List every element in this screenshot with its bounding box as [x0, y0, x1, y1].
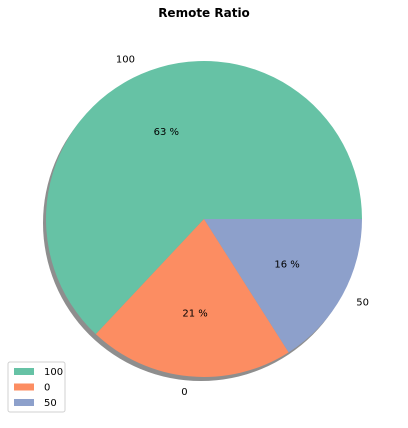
pie-slice-100 [46, 60, 362, 335]
pie-slice-50 [204, 219, 363, 353]
pie-labels: 100 63 % 0 21 % 50 16 % [116, 54, 369, 398]
pie-percent-label-100: 63 % [154, 127, 179, 138]
legend-swatch-100 [14, 368, 34, 375]
legend-swatch-0 [14, 383, 34, 391]
pie-slices [46, 60, 363, 377]
pie-slice-0 [95, 219, 289, 377]
pie-category-label-100: 100 [116, 54, 135, 65]
legend: 100 0 50 [7, 361, 66, 413]
legend-label-0: 0 [44, 383, 50, 394]
chart-title: Remote Ratio [158, 6, 250, 20]
pie-category-label-0: 0 [181, 387, 187, 398]
pie-percent-label-50: 16 % [274, 260, 299, 271]
pie-category-label-50: 50 [356, 298, 369, 309]
legend-swatch-50 [14, 399, 34, 406]
pie-percent-label-0: 21 % [182, 308, 207, 319]
legend-label-50: 50 [44, 398, 57, 409]
legend-label-100: 100 [44, 367, 63, 378]
